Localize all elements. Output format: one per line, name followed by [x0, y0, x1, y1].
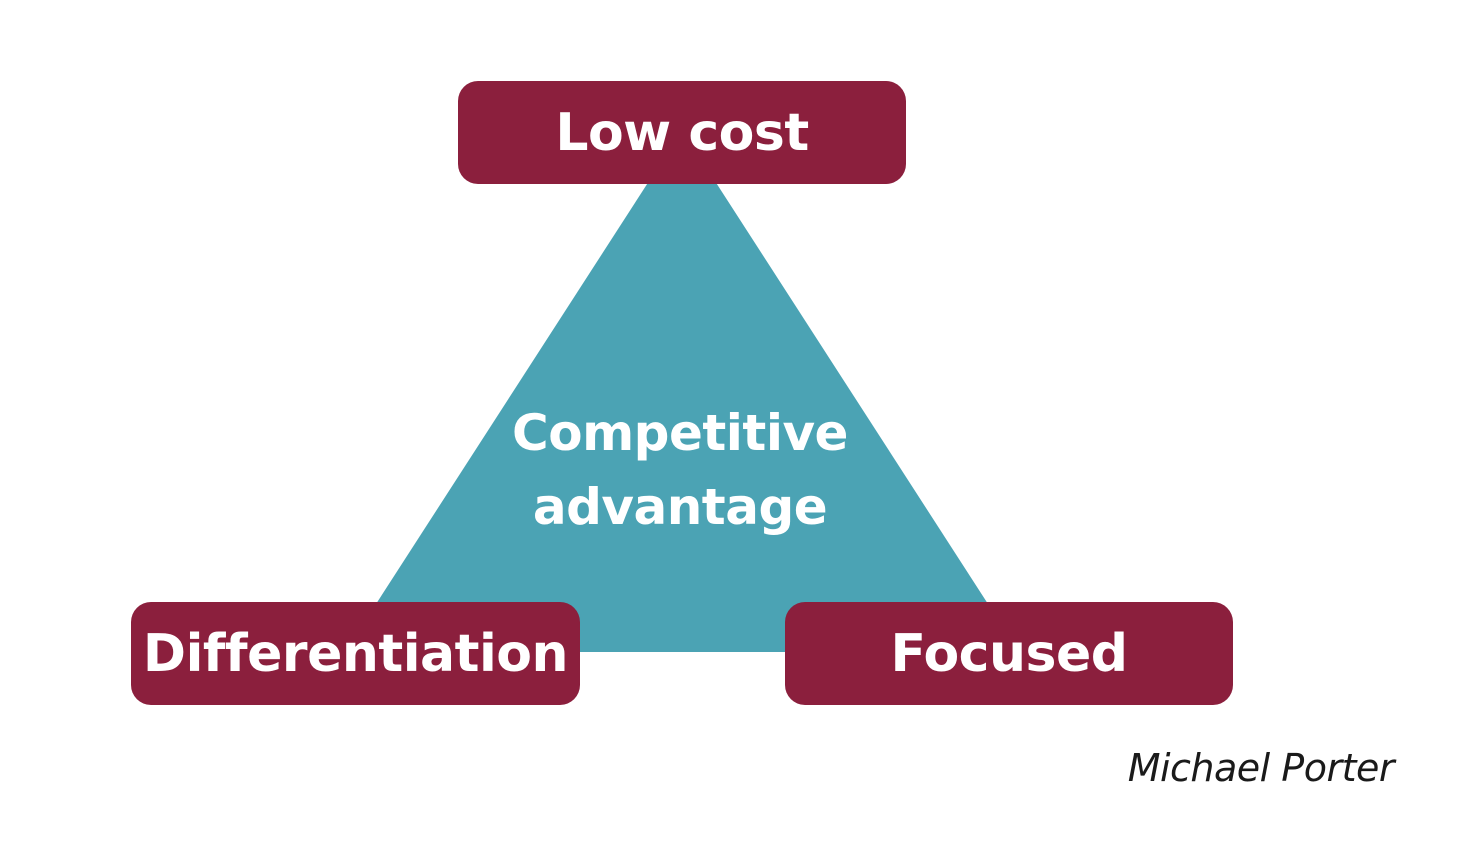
focused-label: Focused [890, 623, 1128, 684]
triangle-shape [345, 130, 1019, 652]
low-cost-box: Low cost [458, 81, 906, 184]
center-label-line1: Competitive [512, 404, 848, 462]
low-cost-label: Low cost [555, 102, 809, 163]
center-label: Competitive advantage [480, 396, 880, 544]
differentiation-box: Differentiation [131, 602, 580, 705]
focused-box: Focused [785, 602, 1233, 705]
center-label-line2: advantage [532, 478, 828, 536]
attribution-text: Michael Porter [1127, 746, 1395, 790]
differentiation-label: Differentiation [142, 623, 569, 684]
